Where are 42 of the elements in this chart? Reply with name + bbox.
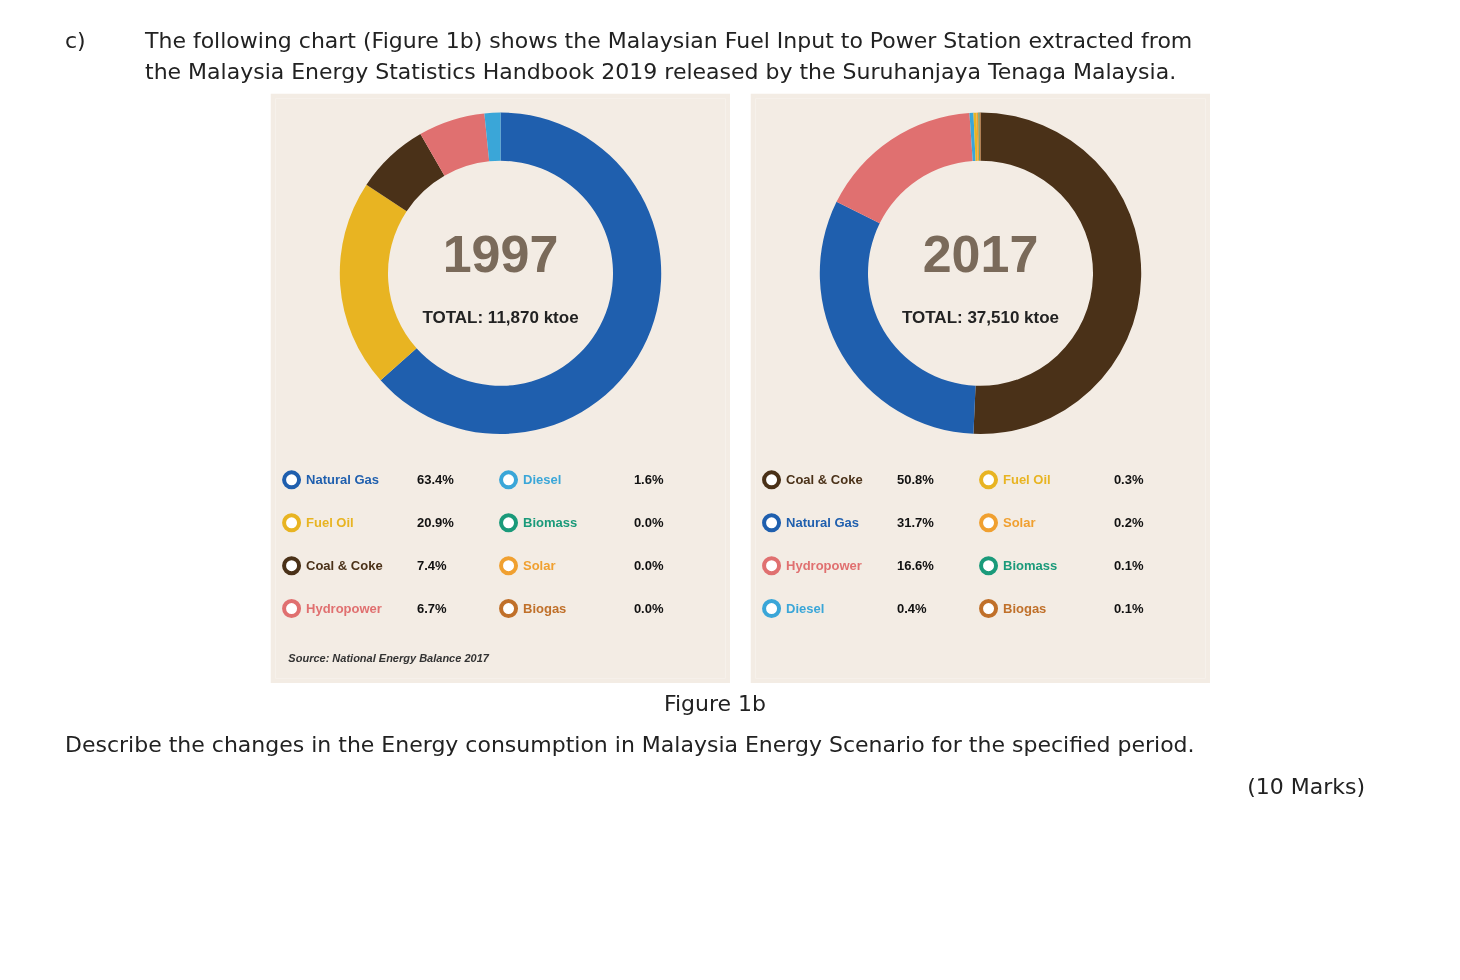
- legend-label: Hydropower: [786, 558, 862, 574]
- legend-label: Solar: [1003, 515, 1036, 531]
- legend-label: Solar: [523, 558, 556, 574]
- legend-label: Natural Gas: [786, 515, 860, 531]
- data-label: 0.3%: [1113, 472, 1144, 488]
- data-label: 50.8%: [896, 472, 935, 488]
- source-note: Source: National Energy Balance 2017: [288, 651, 490, 664]
- data-label: 0.1%: [1113, 600, 1144, 616]
- legend-label: Hydropower: [306, 600, 382, 616]
- data-label: 6.7%: [416, 600, 447, 616]
- legend-label: Fuel Oil: [306, 515, 354, 531]
- data-label: 63.4%: [416, 472, 455, 488]
- legend-label: Biogas: [523, 600, 567, 616]
- legend-label: Diesel: [786, 600, 825, 616]
- legend-label: Natural Gas: [306, 472, 380, 488]
- legend-label: Biogas: [1003, 600, 1047, 616]
- legend-label: Biomass: [1003, 558, 1058, 574]
- text: c): [65, 27, 86, 55]
- data-label: 16.6%: [896, 558, 935, 574]
- data-label: 7.4%: [416, 558, 447, 574]
- legend-label: Diesel: [523, 472, 562, 488]
- text: 1997: [442, 225, 559, 284]
- legend-label: Fuel Oil: [1003, 472, 1051, 488]
- text: TOTAL: 37,510 ktoe: [901, 308, 1060, 328]
- data-label: 0.1%: [1113, 558, 1144, 574]
- legend-label: Coal & Coke: [306, 558, 383, 574]
- text: (10 Marks): [1247, 772, 1365, 801]
- text: The following chart (Figure 1b) shows the Malaysian Fuel Input to Power Station extracted from the Malaysia Energy Statistics Handbook 2019 released by the Suruhanjaya Tenaga Malaysia.: [145, 27, 1194, 87]
- text: Describe the changes in the Energy consumption in Malaysia Energy Scenario for the specified period.: [65, 731, 1195, 760]
- data-label: 31.7%: [896, 515, 935, 531]
- text: 0.0%: [633, 600, 664, 616]
- data-label: 0.4%: [896, 600, 927, 616]
- legend-label: Biomass: [523, 515, 578, 531]
- caption: Figure 1b: [663, 689, 767, 718]
- text: 2017: [922, 225, 1039, 284]
- legend-label: Coal & Coke: [786, 472, 863, 488]
- data-label: 20.9%: [416, 515, 455, 531]
- data-label: 1.6%: [633, 472, 664, 488]
- text: 0.0%: [633, 558, 664, 574]
- text: TOTAL: 11,870 ktoe: [422, 308, 579, 328]
- data-label: 0.2%: [1113, 515, 1144, 531]
- text: 0.0%: [633, 515, 664, 531]
